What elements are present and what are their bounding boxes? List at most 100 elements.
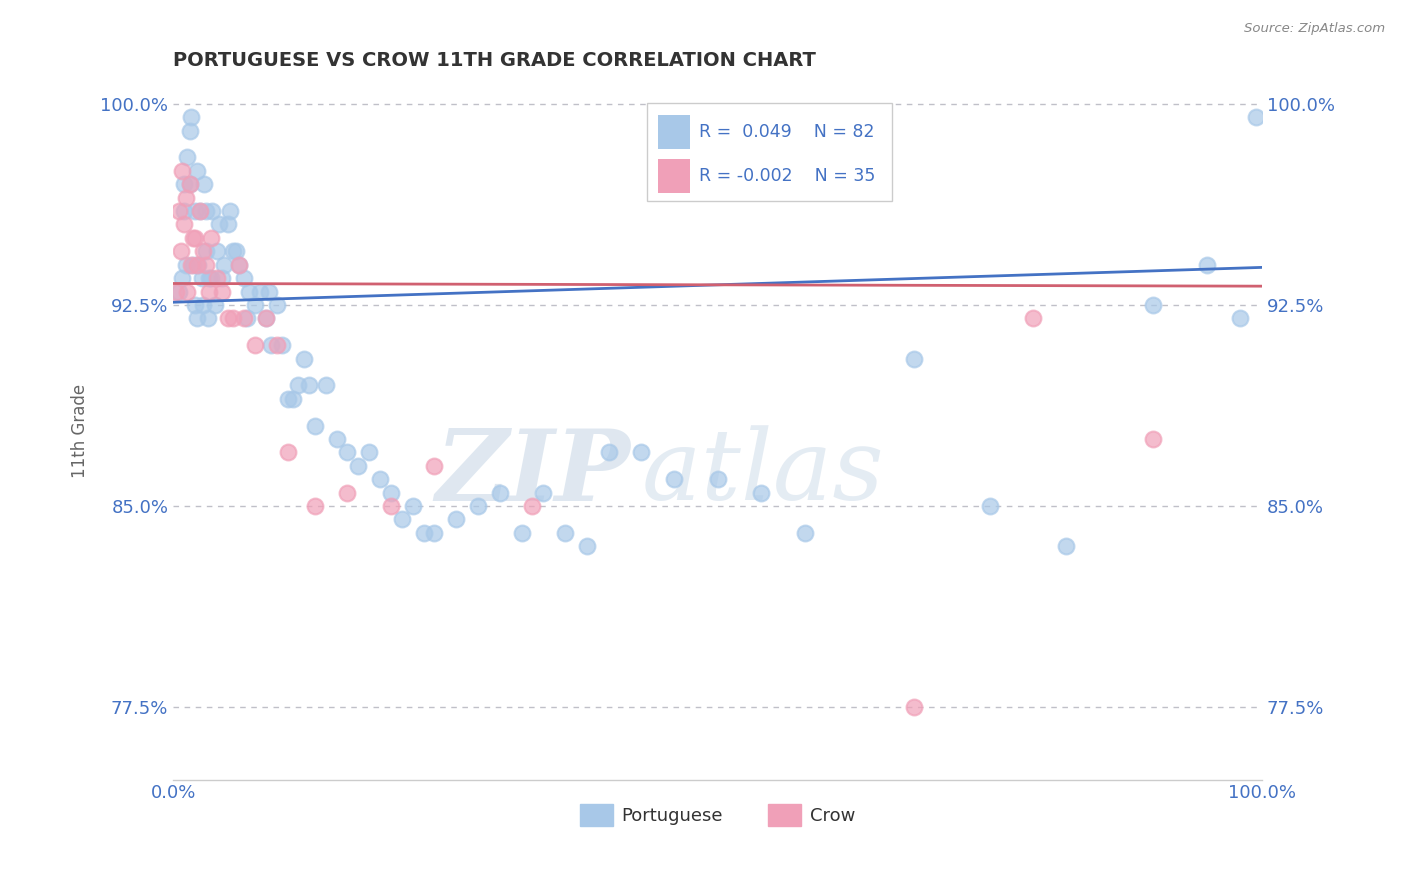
Point	[368, 472, 391, 486]
Point	[391, 512, 413, 526]
Point	[184, 298, 207, 312]
Point	[180, 258, 202, 272]
Point	[287, 378, 309, 392]
Point	[281, 392, 304, 406]
Point	[228, 258, 250, 272]
Point	[170, 244, 193, 259]
Point	[304, 418, 326, 433]
Point	[1142, 432, 1164, 446]
Point	[325, 432, 347, 446]
Point	[359, 445, 381, 459]
Point	[1197, 258, 1219, 272]
Point	[228, 258, 250, 272]
Point	[205, 244, 228, 259]
Point	[575, 539, 598, 553]
Point	[179, 178, 201, 192]
Point	[315, 378, 337, 392]
Point	[201, 204, 224, 219]
Point	[190, 271, 212, 285]
Point	[1246, 110, 1268, 124]
Point	[170, 164, 193, 178]
Point	[197, 311, 219, 326]
Point	[304, 499, 326, 513]
Point	[979, 499, 1001, 513]
Point	[1022, 311, 1045, 326]
Point	[706, 472, 728, 486]
Point	[179, 123, 201, 137]
Point	[184, 231, 207, 245]
Point	[193, 178, 215, 192]
Point	[211, 271, 233, 285]
Point	[174, 258, 197, 272]
Point	[233, 311, 256, 326]
Point	[243, 338, 266, 352]
Text: Source: ZipAtlas.com: Source: ZipAtlas.com	[1244, 22, 1385, 36]
Point	[194, 258, 217, 272]
Bar	[658, 159, 690, 193]
Legend: Portuguese, Crow: Portuguese, Crow	[572, 797, 862, 833]
Point	[217, 218, 239, 232]
Point	[181, 231, 204, 245]
Point	[243, 298, 266, 312]
Point	[225, 244, 247, 259]
Point	[208, 218, 231, 232]
Point	[186, 164, 208, 178]
Point	[200, 271, 222, 285]
Point	[380, 499, 402, 513]
Point	[198, 285, 221, 299]
Point	[186, 258, 208, 272]
Point	[531, 485, 554, 500]
Point	[266, 298, 288, 312]
Point	[217, 311, 239, 326]
Point	[211, 285, 233, 299]
Point	[184, 204, 207, 219]
FancyBboxPatch shape	[647, 103, 891, 201]
Point	[173, 218, 195, 232]
Point	[179, 178, 201, 192]
Point	[180, 110, 202, 124]
Text: R = -0.002    N = 35: R = -0.002 N = 35	[699, 167, 876, 185]
Point	[423, 458, 446, 473]
Point	[903, 700, 925, 714]
Point	[488, 485, 510, 500]
Point	[170, 271, 193, 285]
Point	[191, 298, 214, 312]
Point	[336, 485, 359, 500]
Point	[257, 285, 280, 299]
Point	[218, 204, 240, 219]
Text: R =  0.049    N = 82: R = 0.049 N = 82	[699, 123, 875, 141]
Text: atlas: atlas	[641, 425, 884, 520]
Point	[173, 178, 195, 192]
Bar	[658, 115, 690, 149]
Point	[249, 285, 271, 299]
Point	[554, 525, 576, 540]
Text: ZIP: ZIP	[436, 425, 630, 521]
Point	[380, 485, 402, 500]
Point	[1229, 311, 1251, 326]
Point	[233, 271, 256, 285]
Point	[662, 472, 685, 486]
Point	[186, 311, 208, 326]
Point	[190, 204, 212, 219]
Point	[214, 258, 236, 272]
Point	[167, 285, 190, 299]
Point	[194, 244, 217, 259]
Point	[176, 285, 198, 299]
Point	[292, 351, 315, 366]
Point	[198, 271, 221, 285]
Point	[205, 271, 228, 285]
Point	[187, 258, 209, 272]
Point	[266, 338, 288, 352]
Point	[222, 244, 245, 259]
Point	[1054, 539, 1077, 553]
Point	[276, 392, 298, 406]
Point	[254, 311, 277, 326]
Point	[194, 204, 217, 219]
Point	[200, 231, 222, 245]
Point	[793, 525, 815, 540]
Point	[347, 458, 370, 473]
Point	[190, 204, 212, 219]
Point	[260, 338, 283, 352]
Point	[174, 191, 197, 205]
Point	[181, 258, 204, 272]
